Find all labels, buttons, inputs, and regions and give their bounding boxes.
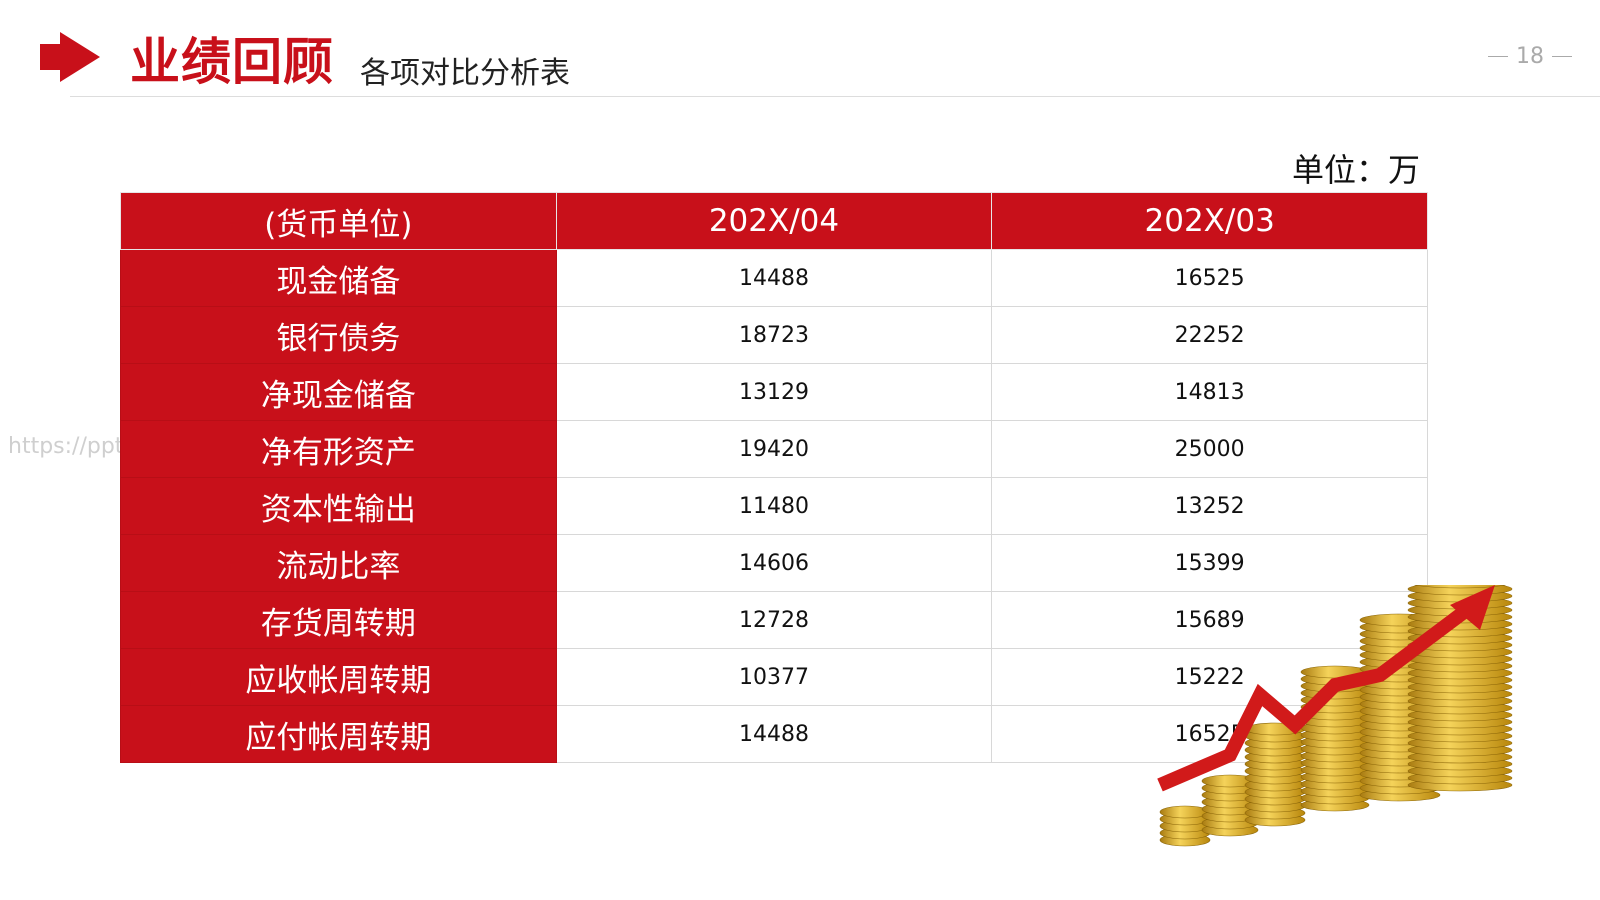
table-row: 应收帐周转期 10377 15222 [120,648,1428,706]
cell-value: 14606 [555,534,993,592]
column-header: 202X/04 [555,192,993,250]
row-label: 净现金储备 [120,363,557,421]
comparison-table: (货币单位) 202X/04 202X/03 现金储备 14488 16525 银行债务 1… [120,192,1428,763]
cell-value: 19420 [555,420,993,478]
cell-value: 22252 [991,306,1428,364]
divider [70,96,1600,97]
table-row: 银行债务 18723 22252 [120,306,1428,364]
row-label: 净有形资产 [120,420,557,478]
row-label: 存货周转期 [120,591,557,649]
row-label: 流动比率 [120,534,557,592]
cell-value: 15399 [991,534,1428,592]
table-row: 资本性输出 11480 13252 [120,477,1428,535]
cell-value: 14813 [991,363,1428,421]
cell-value: 13129 [555,363,993,421]
row-label: 应付帐周转期 [120,705,557,763]
cell-value: 18723 [555,306,993,364]
coins-illustration [1157,585,1513,847]
page-number-text: 18 [1516,44,1544,69]
cell-value: 15689 [991,591,1428,649]
row-label: 应收帐周转期 [120,648,557,706]
table-row: 存货周转期 12728 15689 [120,591,1428,649]
coin [1413,585,1507,589]
cell-value: 14488 [555,705,993,763]
column-header: (货币单位) [120,192,557,250]
cell-value: 14488 [555,249,993,307]
cell-value: 13252 [991,477,1428,535]
subtitle: 各项对比分析表 [360,56,570,91]
table-row: 净有形资产 19420 25000 [120,420,1428,478]
arrow-icon [40,32,100,82]
title: 业绩回顾 [130,33,334,91]
table-row: 现金储备 14488 16525 [120,249,1428,307]
row-label: 银行债务 [120,306,557,364]
column-header: 202X/03 [991,192,1428,250]
table-row: 流动比率 14606 15399 [120,534,1428,592]
unit-label: 单位：万 [1291,151,1420,189]
cell-value: 12728 [555,591,993,649]
cell-value: 10377 [555,648,993,706]
header-row: (货币单位) 202X/04 202X/03 [120,192,1428,250]
cell-value: 25000 [991,420,1428,478]
cell-value: 11480 [555,477,993,535]
cell-value: 15222 [991,648,1428,706]
row-label: 现金储备 [120,249,557,307]
row-label: 资本性输出 [120,477,557,535]
table-row: 净现金储备 13129 14813 [120,363,1428,421]
cell-value: 16525 [991,249,1428,307]
page-number: 18 [1475,44,1585,69]
